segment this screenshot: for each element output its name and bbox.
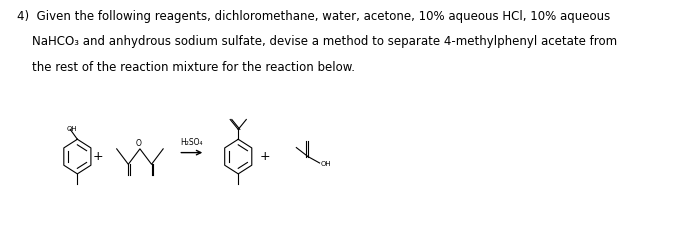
- Text: OH: OH: [66, 126, 77, 132]
- Text: +: +: [92, 150, 103, 163]
- Text: O: O: [136, 139, 141, 148]
- Text: OH: OH: [321, 162, 331, 168]
- Text: NaHCO₃ and anhydrous sodium sulfate, devise a method to separate 4-methylphenyl : NaHCO₃ and anhydrous sodium sulfate, dev…: [18, 35, 617, 49]
- Text: the rest of the reaction mixture for the reaction below.: the rest of the reaction mixture for the…: [18, 61, 356, 74]
- Text: +: +: [260, 150, 270, 163]
- Text: 4)  Given the following reagents, dichloromethane, water, acetone, 10% aqueous H: 4) Given the following reagents, dichlor…: [18, 10, 610, 23]
- Text: H₂SO₄: H₂SO₄: [181, 138, 203, 147]
